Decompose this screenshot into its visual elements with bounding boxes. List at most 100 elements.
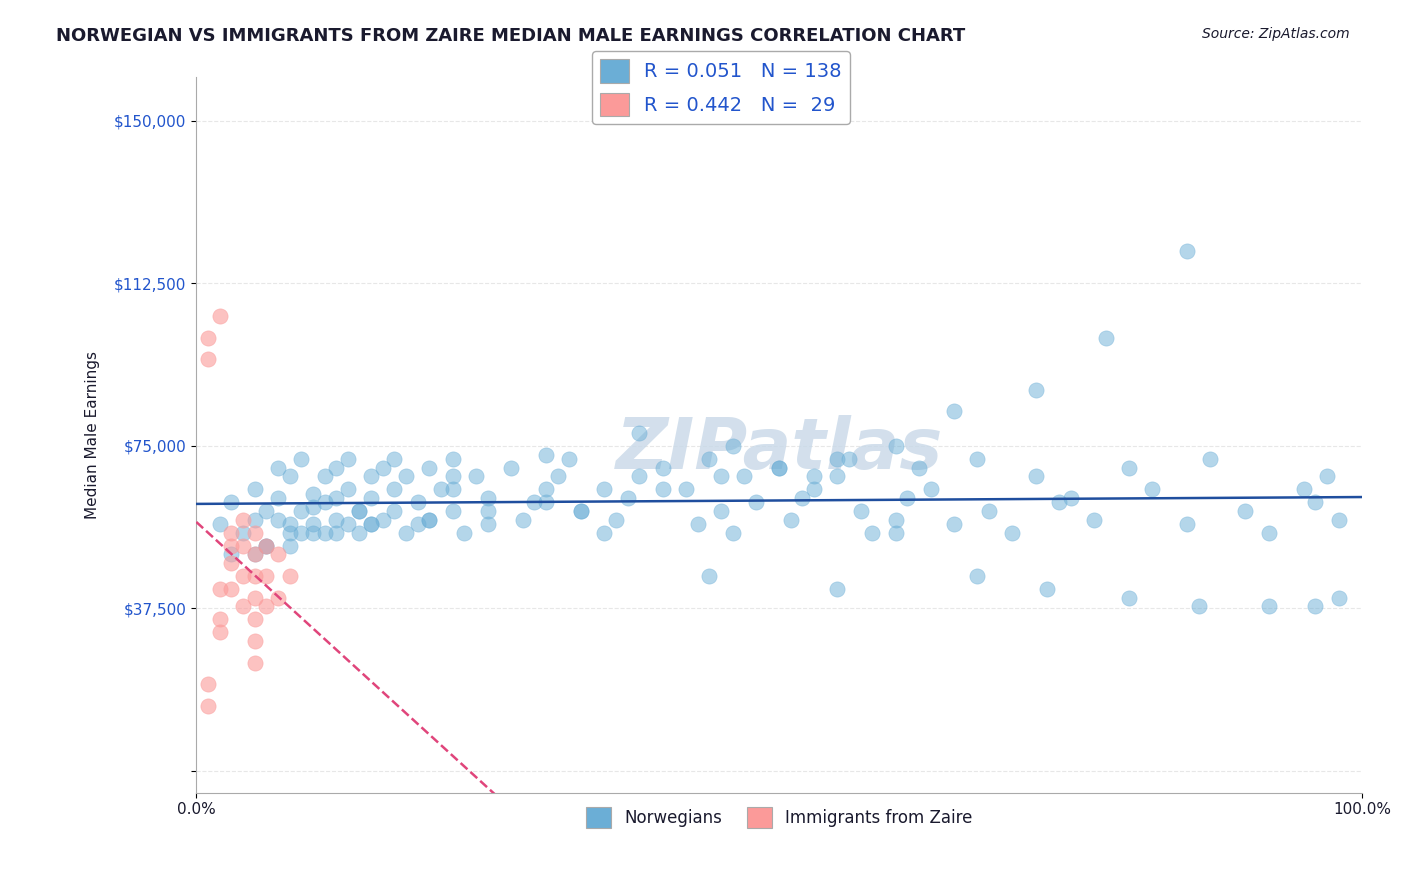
Point [430,482,453,496]
Point [267,591,290,605]
Point [943,404,966,418]
Point [314,469,336,483]
Point [499,460,522,475]
Point [278,469,301,483]
Point [745,495,768,509]
Point [349,504,371,518]
Point [371,460,394,475]
Point [219,495,242,509]
Point [477,516,499,531]
Point [232,525,254,540]
Point [243,634,266,648]
Point [512,512,534,526]
Point [232,569,254,583]
Point [360,516,382,531]
Point [243,525,266,540]
Point [721,439,744,453]
Y-axis label: Median Male Earnings: Median Male Earnings [86,351,100,519]
Point [406,495,429,509]
Point [908,460,931,475]
Point [243,512,266,526]
Point [1327,591,1350,605]
Point [197,677,219,691]
Point [1257,599,1279,614]
Point [243,569,266,583]
Point [208,625,231,640]
Point [197,352,219,367]
Point [1083,512,1105,526]
Point [966,569,988,583]
Point [384,482,406,496]
Point [849,504,872,518]
Point [803,469,825,483]
Point [278,569,301,583]
Point [232,512,254,526]
Point [267,547,290,561]
Point [290,525,312,540]
Point [1047,495,1070,509]
Point [1257,525,1279,540]
Point [290,504,312,518]
Point [254,539,277,553]
Point [349,504,371,518]
Point [395,525,418,540]
Point [267,460,290,475]
Point [534,495,557,509]
Point [977,504,1000,518]
Point [395,469,418,483]
Point [302,516,325,531]
Point [278,516,301,531]
Point [302,500,325,514]
Point [558,451,581,466]
Point [360,469,382,483]
Point [884,439,907,453]
Point [1140,482,1163,496]
Point [290,451,312,466]
Point [1292,482,1315,496]
Point [349,525,371,540]
Point [803,482,825,496]
Point [336,482,359,496]
Point [302,525,325,540]
Point [733,469,755,483]
Point [1327,512,1350,526]
Point [418,460,440,475]
Point [219,547,242,561]
Point [208,309,231,323]
Point [697,569,720,583]
Point [219,556,242,570]
Point [721,525,744,540]
Point [569,504,592,518]
Point [441,469,464,483]
Point [243,612,266,626]
Point [593,482,616,496]
Point [1305,599,1327,614]
Point [418,512,440,526]
Point [302,486,325,500]
Point [593,525,616,540]
Point [336,516,359,531]
Point [384,504,406,518]
Point [1316,469,1339,483]
Point [827,469,849,483]
Point [628,425,651,440]
Text: NORWEGIAN VS IMMIGRANTS FROM ZAIRE MEDIAN MALE EARNINGS CORRELATION CHART: NORWEGIAN VS IMMIGRANTS FROM ZAIRE MEDIA… [56,27,966,45]
Point [616,491,638,505]
Point [325,512,347,526]
Point [651,482,673,496]
Point [710,469,733,483]
Point [243,547,266,561]
Point [360,491,382,505]
Point [360,516,382,531]
Point [1175,244,1198,258]
Point [686,516,709,531]
Point [267,491,290,505]
Point [523,495,546,509]
Point [1094,330,1116,344]
Point [325,460,347,475]
Point [1199,451,1222,466]
Point [1188,599,1211,614]
Point [477,491,499,505]
Point [1059,491,1081,505]
Point [418,512,440,526]
